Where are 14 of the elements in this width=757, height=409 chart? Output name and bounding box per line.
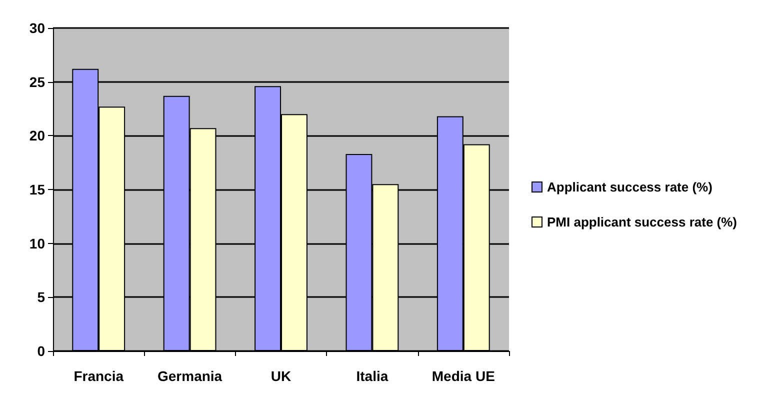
- y-tick-label: 15: [29, 182, 46, 198]
- x-tick-label: Media UE: [432, 368, 495, 384]
- x-tick-label: Francia: [74, 368, 124, 384]
- y-tick-label: 20: [29, 128, 46, 144]
- x-tick-label: Italia: [356, 368, 388, 384]
- legend-label: Applicant success rate (%): [546, 180, 712, 194]
- y-tick-label: 25: [29, 74, 46, 90]
- y-tick-label: 10: [29, 235, 46, 252]
- legend-label: PMI applicant success rate (%): [546, 214, 738, 230]
- y-tick-label: 5: [37, 289, 46, 306]
- x-tick-label: UK: [270, 368, 292, 384]
- x-tick-label: Germania: [158, 368, 222, 384]
- y-tick-label: 30: [29, 20, 46, 36]
- y-tick-label: 0: [37, 343, 46, 359]
